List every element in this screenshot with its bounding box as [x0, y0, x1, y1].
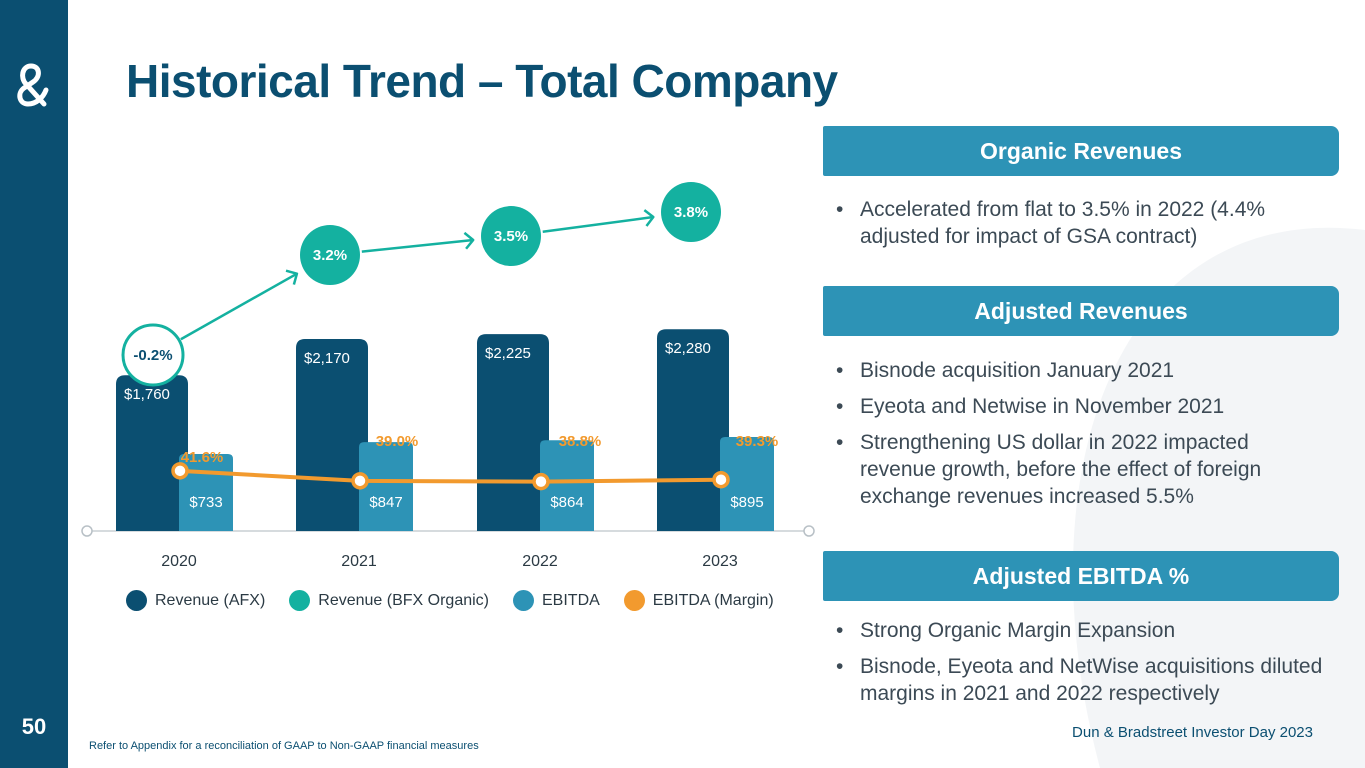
- revenue-bar: [657, 329, 729, 531]
- ebitda-margin-point: [351, 472, 369, 490]
- revenue-bar: [116, 375, 188, 531]
- footnote: Refer to Appendix for a reconciliation o…: [89, 740, 479, 752]
- revenue-bar: [296, 338, 368, 531]
- adjusted-ebitda-header: Adjusted EBITDA %: [823, 551, 1339, 601]
- growth-bubble-label: 3.5%: [494, 228, 528, 245]
- growth-bubble: [300, 225, 360, 285]
- organic-revenues-header: Organic Revenues: [823, 126, 1339, 176]
- ebitda-bar-label: $733: [189, 494, 222, 511]
- x-tick-label: 2022: [522, 553, 558, 570]
- growth-bubble: [661, 182, 721, 242]
- legend-item-revenue-afx: Revenue (AFX): [126, 590, 265, 611]
- legend-swatch: [623, 590, 645, 611]
- ebitda-margin-label: 39.3%: [736, 433, 779, 450]
- sidebar: 50: [0, 0, 68, 768]
- ebitda-margin-point: [712, 470, 730, 489]
- axis-end-dot: [81, 525, 93, 537]
- adjusted-revenues-bullets: Bisnode acquisition January 2021 Eyeota …: [836, 357, 1356, 519]
- ebitda-margin-line: [179, 468, 722, 484]
- ebitda-margin-label: 39.0%: [376, 433, 419, 450]
- legend-swatch: [126, 590, 147, 611]
- ebitda-bar: [359, 442, 413, 531]
- growth-arrow-line: [180, 272, 298, 341]
- ebitda-margin-label: 38.8%: [559, 433, 602, 450]
- growth-arrow-head: [643, 209, 655, 227]
- revenue-bar-label: $2,280: [665, 340, 711, 357]
- company-logo-icon: [17, 63, 49, 107]
- growth-bubble-label: 3.2%: [313, 247, 347, 264]
- x-tick-label: 2020: [161, 553, 197, 570]
- chart-legend: Revenue (AFX) Revenue (BFX Organic) EBIT…: [126, 590, 798, 611]
- footer-brand: Dun & Bradstreet Investor Day 2023: [1072, 724, 1313, 741]
- legend-item-ebitda-margin: EBITDA (Margin): [623, 590, 774, 611]
- bullet-item: Eyeota and Netwise in November 2021: [836, 393, 1356, 420]
- historical-trend-chart: $1,760 $733 2020 $2,170 $847 2021 $2,225 $864 20…: [81, 182, 815, 570]
- ebitda-bar-label: $895: [730, 494, 763, 511]
- legend-item-ebitda: EBITDA: [513, 590, 600, 611]
- growth-arrow-head: [463, 231, 475, 250]
- ebitda-bar: [720, 437, 774, 531]
- growth-arrow-head: [285, 269, 299, 285]
- legend-label: Revenue (BFX Organic): [318, 591, 489, 609]
- revenue-bar-label: $1,760: [124, 386, 170, 403]
- ebitda-margin-label: 41.6%: [181, 449, 224, 466]
- revenue-bar-label: $2,170: [304, 350, 350, 367]
- legend-item-revenue-bfx-organic: Revenue (BFX Organic): [289, 590, 489, 611]
- bullet-item: Accelerated from flat to 3.5% in 2022 (4…: [836, 196, 1300, 250]
- legend-label: EBITDA: [542, 591, 600, 609]
- growth-bubble-label: 3.8%: [674, 204, 708, 221]
- growth-bubble: [121, 323, 185, 387]
- organic-revenues-bullets: Accelerated from flat to 3.5% in 2022 (4…: [836, 196, 1356, 259]
- axis-end-dot: [803, 525, 815, 537]
- revenue-bar: [477, 334, 549, 531]
- growth-bubble: [481, 206, 541, 266]
- legend-label: EBITDA (Margin): [652, 591, 774, 609]
- ebitda-bar: [540, 440, 594, 531]
- growth-bubble-label: -0.2%: [133, 347, 172, 364]
- legend-swatch: [289, 590, 311, 611]
- page-number: 50: [21, 714, 47, 739]
- bullet-item: Bisnode, Eyeota and NetWise acquisitions…: [836, 653, 1350, 707]
- bullet-item: Bisnode acquisition January 2021: [836, 357, 1356, 384]
- ebitda-bar-label: $847: [369, 494, 402, 511]
- x-tick-label: 2023: [702, 553, 738, 570]
- legend-swatch: [513, 590, 534, 611]
- ebitda-margin-point: [532, 472, 550, 491]
- adjusted-ebitda-bullets: Strong Organic Margin Expansion Bisnode,…: [836, 617, 1356, 716]
- bullet-item: Strong Organic Margin Expansion: [836, 617, 1356, 644]
- bullet-item: Strengthening US dollar in 2022 impacted…: [836, 429, 1320, 510]
- revenue-bar-label: $2,225: [485, 345, 531, 362]
- x-tick-label: 2021: [341, 553, 377, 570]
- legend-label: Revenue (AFX): [155, 591, 266, 609]
- page-title: Historical Trend – Total Company: [126, 55, 838, 107]
- growth-arrow-line: [542, 215, 654, 234]
- growth-arrow-line: [361, 238, 474, 253]
- adjusted-revenues-header: Adjusted Revenues: [823, 286, 1339, 336]
- ebitda-bar-label: $864: [550, 494, 583, 511]
- ebitda-margin-point: [171, 462, 189, 480]
